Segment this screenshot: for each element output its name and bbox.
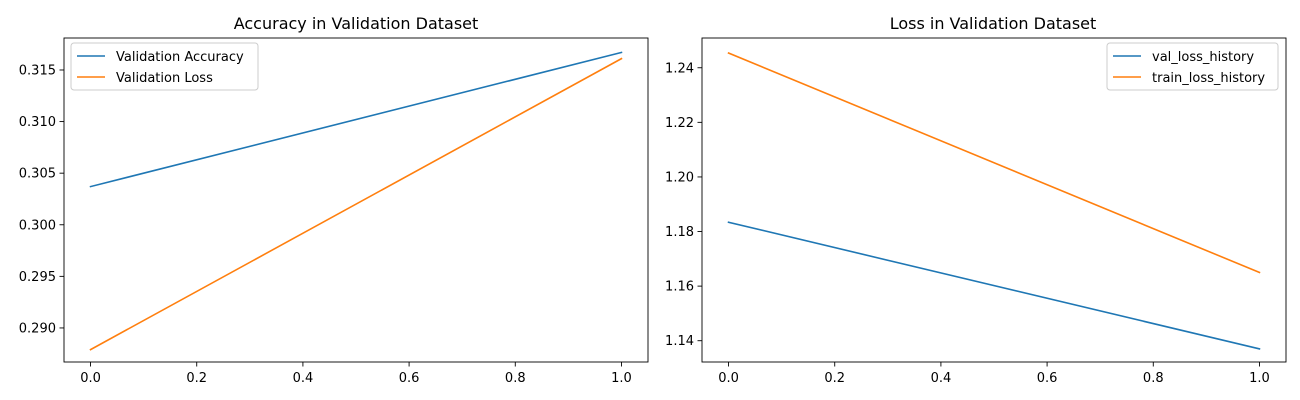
plot-area: 0.0 0.2 0.4 0.6 0.8 1.0 1.14 1.16 1.18 1.20 1.22 1.… bbox=[665, 37, 1287, 386]
y-tick-label: 0.310 bbox=[19, 115, 56, 130]
x-tick-label: 0.6 bbox=[1037, 371, 1058, 386]
x-tick-label: 0.2 bbox=[824, 371, 845, 386]
y-tick-label: 0.305 bbox=[19, 167, 56, 182]
x-tick-label: 0.2 bbox=[186, 371, 207, 386]
axes-frame bbox=[63, 37, 649, 363]
series-line-train-loss-history bbox=[727, 51, 1261, 274]
x-tick-label: 1.0 bbox=[611, 371, 632, 386]
y-tick-label: 0.290 bbox=[19, 321, 56, 336]
y-tick-label: 1.14 bbox=[665, 334, 694, 349]
series-line-val-loss-history bbox=[727, 221, 1261, 350]
legend-box bbox=[1106, 42, 1279, 91]
y-tick-label: 1.18 bbox=[665, 225, 694, 240]
legend-label-validation-accuracy: Validation Accuracy bbox=[116, 50, 244, 65]
x-tick-label: 1.0 bbox=[1249, 371, 1270, 386]
legend: Validation Accuracy Validation Loss bbox=[70, 42, 259, 91]
legend: val_loss_history train_loss_history bbox=[1106, 42, 1279, 91]
chart-title: Accuracy in Validation Dataset bbox=[234, 14, 479, 33]
x-tick-label: 0.0 bbox=[80, 371, 101, 386]
y-tick-label: 1.22 bbox=[665, 116, 694, 131]
y-tick-label: 1.24 bbox=[665, 61, 694, 76]
accuracy-chart: Accuracy in Validation Dataset 0.0 0.2 0.4… bbox=[19, 14, 649, 386]
y-tick-label: 0.295 bbox=[19, 270, 56, 285]
x-tick-label: 0.6 bbox=[399, 371, 420, 386]
x-tick-label: 0.0 bbox=[718, 371, 739, 386]
y-tick-label: 1.20 bbox=[665, 170, 694, 185]
legend-label-train-loss-history: train_loss_history bbox=[1152, 71, 1265, 86]
legend-label-val-loss-history: val_loss_history bbox=[1152, 50, 1254, 65]
legend-label-validation-loss: Validation Loss bbox=[116, 71, 213, 86]
chart-title: Loss in Validation Dataset bbox=[890, 14, 1097, 33]
y-tick-label: 0.315 bbox=[19, 63, 56, 78]
y-tick-label: 1.16 bbox=[665, 280, 694, 295]
y-tick-label: 0.300 bbox=[19, 218, 56, 233]
series-line-validation-loss bbox=[89, 57, 623, 351]
loss-chart: Loss in Validation Dataset 0.0 0.2 0.4 0.6 0… bbox=[665, 14, 1287, 386]
legend-box bbox=[70, 42, 259, 91]
axes-frame bbox=[701, 37, 1287, 363]
x-tick-label: 0.4 bbox=[293, 371, 314, 386]
series-line-validation-accuracy bbox=[89, 51, 623, 188]
x-tick-label: 0.4 bbox=[931, 371, 952, 386]
x-tick-label: 0.8 bbox=[505, 371, 526, 386]
plot-area: 0.0 0.2 0.4 0.6 0.8 1.0 0.290 0.295 0.300 0.305 0.… bbox=[19, 37, 649, 386]
x-tick-label: 0.8 bbox=[1143, 371, 1164, 386]
